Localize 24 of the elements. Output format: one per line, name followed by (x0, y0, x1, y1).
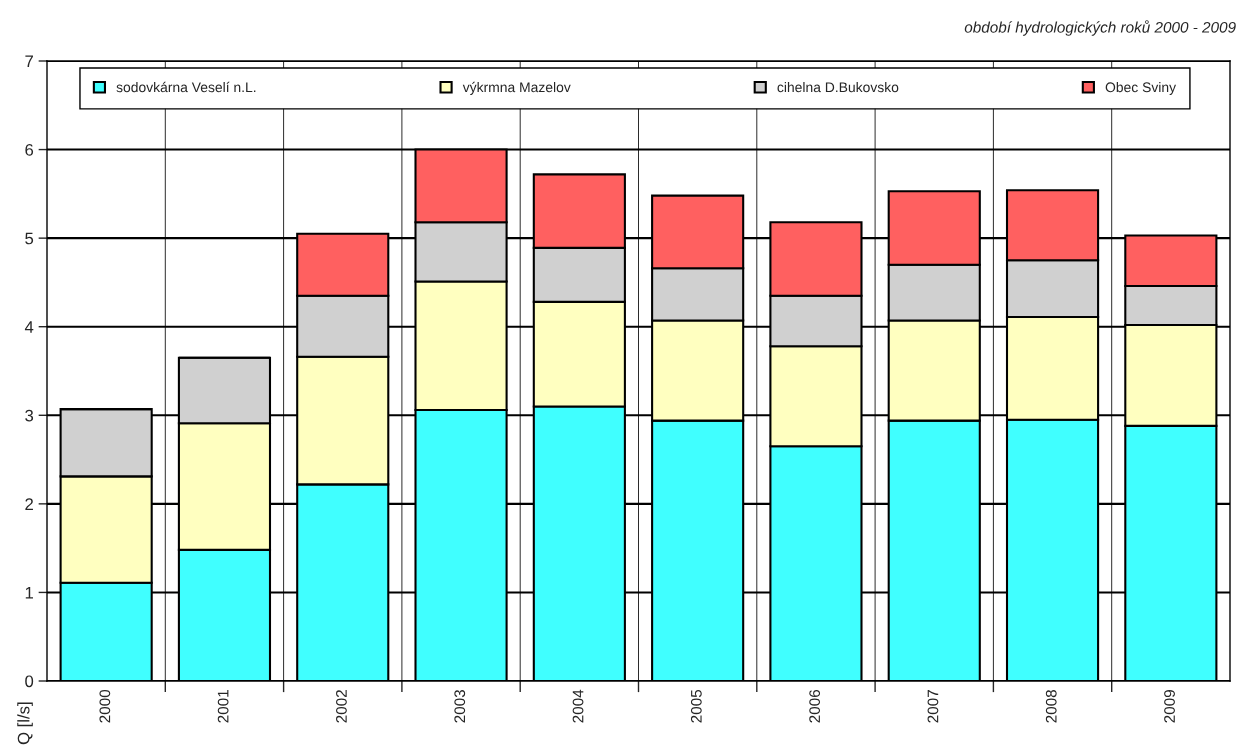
chart-title: období hydrologických roků 2000 - 2009 (964, 20, 1236, 36)
x-tick-label: 2008 (1045, 689, 1057, 723)
y-tick-label: 5 (25, 232, 34, 245)
y-tick-label: 2 (25, 498, 33, 510)
x-tick-label: 2009 (1164, 690, 1175, 723)
legend-label: sodovkárna Veselí n.L. (116, 81, 256, 93)
y-tick-label: 3 (25, 409, 34, 422)
legend-label: cihelna D.Bukovsko (777, 82, 899, 93)
y-axis-title: Q [l/s] (17, 702, 33, 745)
x-tick-label: 2004 (572, 689, 584, 723)
x-tick-label: 2006 (809, 690, 821, 723)
legend-label: výkrmna Mazelov (462, 81, 571, 95)
x-tick-label: 2003 (454, 690, 466, 723)
x-tick-label: 2002 (336, 690, 347, 723)
legend-label: Obec Sviny (1105, 82, 1177, 95)
x-tick-label: 2001 (217, 690, 229, 723)
y-tick-label: 6 (25, 143, 34, 156)
x-tick-label: 2007 (927, 690, 939, 723)
x-tick-label: 2000 (99, 689, 111, 723)
y-tick-label: 7 (25, 55, 33, 68)
y-tick-label: 1 (25, 587, 33, 599)
y-tick-label: 4 (24, 321, 34, 333)
y-tick-label: 0 (25, 675, 34, 688)
x-tick-label: 2005 (690, 689, 702, 723)
